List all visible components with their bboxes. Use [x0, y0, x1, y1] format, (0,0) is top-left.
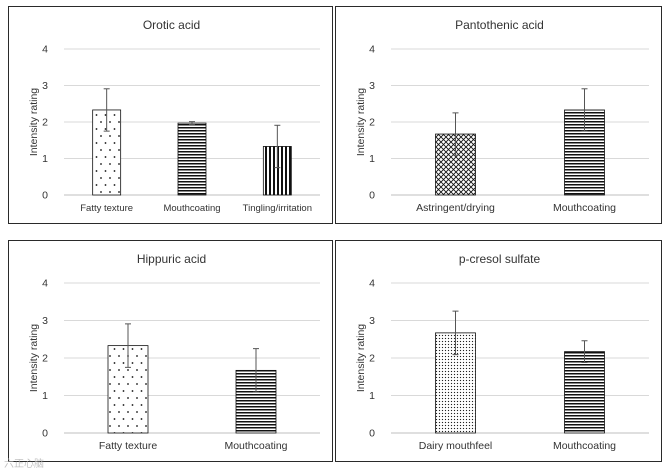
y-axis-label: Intensity rating — [28, 324, 40, 392]
chart-panel-pantothenic-acid: Pantothenic acid Intensity rating 0 1 2 3 4 Ast… — [335, 6, 662, 224]
y-tick-label: 3 — [369, 80, 375, 92]
y-tick-label: 1 — [42, 390, 48, 402]
x-tick-label: Mouthcoating — [163, 203, 220, 214]
y-tick-label: 2 — [369, 117, 375, 129]
chart-panel-hippuric-acid: Hippuric acid Intensity rating 0 1 2 3 4 Fatty … — [8, 240, 333, 462]
y-axis-label: Intensity rating — [355, 88, 367, 156]
chart-title: Hippuric acid — [137, 252, 206, 266]
y-tick-label: 4 — [369, 278, 375, 290]
x-tick-label: Mouthcoating — [224, 440, 287, 452]
y-tick-label: 3 — [369, 315, 375, 327]
y-tick-label: 1 — [42, 153, 48, 165]
y-tick-label: 2 — [42, 353, 48, 365]
chart-title: Pantothenic acid — [455, 18, 544, 32]
y-axis-label: Intensity rating — [28, 88, 40, 156]
y-tick-label: 2 — [369, 353, 375, 365]
y-tick-label: 4 — [369, 44, 375, 56]
x-tick-label: Astringent/drying — [416, 202, 495, 214]
y-tick-label: 1 — [369, 153, 375, 165]
chart-svg: p-cresol sulfate Intensity rating 0 1 2 3 4 Dai… — [355, 252, 649, 452]
y-tick-label: 0 — [42, 428, 48, 440]
chart-title: p-cresol sulfate — [459, 252, 541, 266]
y-tick-label: 2 — [42, 117, 48, 129]
y-tick-label: 1 — [369, 390, 375, 402]
x-tick-label: Mouthcoating — [553, 202, 616, 214]
y-tick-label: 0 — [369, 190, 375, 202]
x-tick-label: Mouthcoating — [553, 440, 616, 452]
chart-panel-p-cresol-sulfate: p-cresol sulfate Intensity rating 0 1 2 3 4 Dai… — [335, 240, 662, 462]
bar — [177, 122, 207, 196]
x-tick-label: Dairy mouthfeel — [419, 440, 493, 452]
y-tick-label: 4 — [42, 44, 48, 56]
watermark-text: 六正心脑 — [4, 459, 44, 470]
x-tick-label: Fatty texture — [80, 203, 133, 214]
y-tick-label: 0 — [42, 190, 48, 202]
chart-svg: Pantothenic acid Intensity rating 0 1 2 3 4 Ast… — [355, 18, 649, 214]
chart-svg: Orotic acid Intensity rating 0 1 2 3 4 Fatty te… — [28, 18, 320, 214]
chart-svg: Hippuric acid Intensity rating 0 1 2 3 4 Fatty … — [28, 252, 320, 452]
x-tick-label: Fatty texture — [99, 440, 158, 452]
y-tick-label: 4 — [42, 278, 48, 290]
chart-panel-orotic-acid: Orotic acid Intensity rating 0 1 2 3 4 Fatty te… — [8, 6, 333, 224]
y-tick-label: 3 — [42, 315, 48, 327]
chart-title: Orotic acid — [143, 18, 200, 32]
y-tick-label: 3 — [42, 80, 48, 92]
y-tick-label: 0 — [369, 428, 375, 440]
x-tick-label: Tingling/irritation — [243, 203, 312, 214]
bar — [564, 351, 605, 434]
y-axis-label: Intensity rating — [355, 324, 367, 392]
